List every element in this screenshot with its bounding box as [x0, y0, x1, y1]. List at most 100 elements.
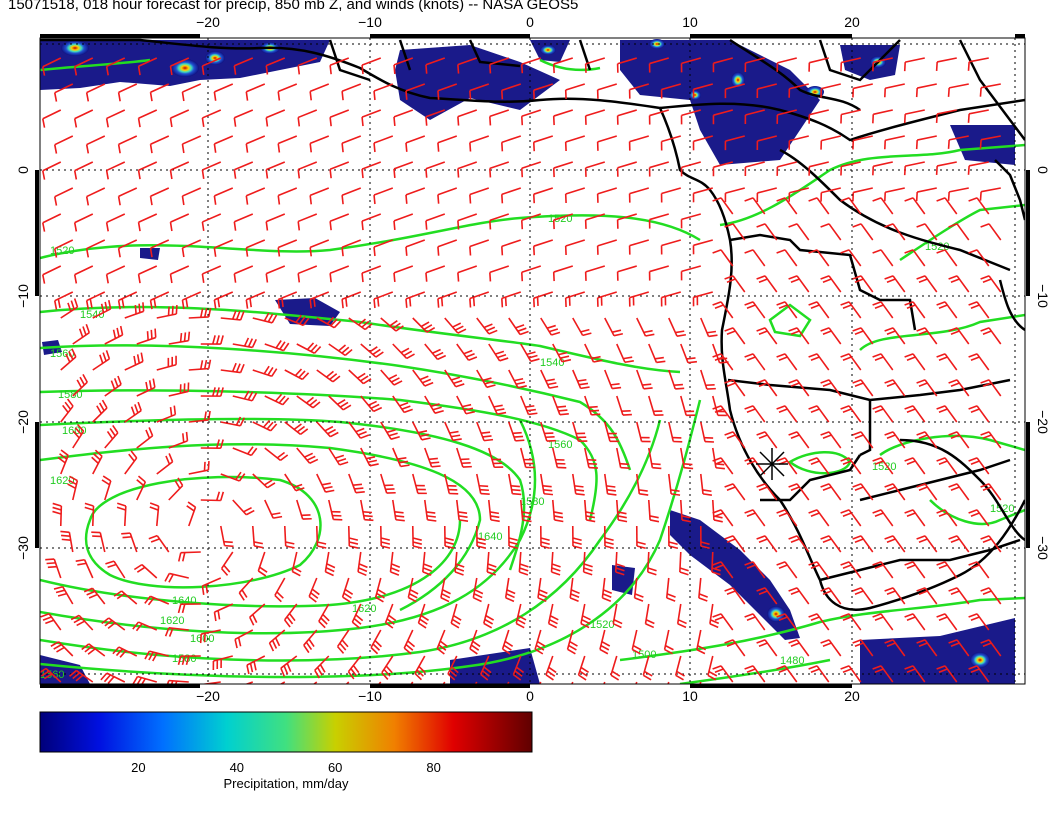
wind-barb — [454, 551, 465, 576]
wind-barb — [532, 135, 554, 152]
wind-barb — [393, 161, 414, 178]
wind-barb — [788, 223, 810, 241]
wind-barb — [724, 483, 746, 501]
wind-barb — [104, 375, 122, 397]
wind-barb — [808, 561, 830, 579]
wind-barb — [166, 679, 189, 684]
wind-barb — [884, 431, 906, 449]
lat-tick-label-left: 0 — [15, 166, 31, 174]
wind-barb — [712, 405, 734, 423]
wind-barb — [539, 525, 550, 550]
wind-barb — [476, 317, 498, 335]
wind-barb — [357, 551, 368, 577]
wind-barb — [265, 213, 286, 231]
wind-barb — [700, 369, 716, 390]
wind-barb — [425, 213, 446, 230]
wind-barb — [709, 603, 720, 629]
wind-barb — [724, 223, 746, 241]
wind-barb — [348, 473, 365, 494]
wind-barb — [251, 525, 264, 549]
wind-barb — [604, 369, 622, 390]
contour-label: 1540 — [540, 357, 564, 369]
wind-barb — [303, 629, 318, 654]
wind-barb — [392, 343, 415, 360]
wind-barb — [616, 343, 634, 364]
contour-label: 1540 — [80, 309, 104, 321]
wind-barb — [136, 427, 154, 449]
wind-barb — [852, 483, 874, 501]
wind-barb — [60, 298, 79, 319]
wind-barb — [979, 83, 1001, 97]
wind-barb — [936, 457, 958, 475]
wind-barb — [699, 525, 710, 550]
wind-barb — [552, 265, 574, 282]
wind-barb — [584, 343, 603, 363]
wind-barb — [245, 83, 266, 101]
lat-tick-label-right: −10 — [1035, 284, 1051, 308]
wind-barb — [569, 577, 580, 602]
colorbar-tick-label: 80 — [426, 760, 440, 775]
wind-barb — [808, 161, 829, 176]
wind-barb — [373, 239, 394, 257]
wind-barb — [501, 187, 522, 204]
wind-barb — [50, 641, 74, 657]
wind-barb — [948, 483, 970, 501]
wind-barb — [501, 629, 514, 655]
wind-barb — [667, 473, 681, 496]
wind-barb — [341, 135, 362, 153]
wind-barb — [348, 369, 372, 385]
wind-barb — [711, 551, 721, 576]
wind-barb — [904, 301, 926, 319]
wind-barb — [348, 421, 370, 439]
wind-barb — [679, 395, 696, 417]
wind-barb — [233, 213, 254, 231]
wind-barb — [53, 135, 74, 154]
wind-barb — [443, 473, 459, 495]
wind-barb — [105, 560, 126, 579]
wind-barb — [872, 509, 894, 527]
wind-barb — [756, 187, 777, 202]
wind-barb — [67, 475, 79, 501]
wind-barb — [680, 213, 701, 229]
wind-barb — [571, 681, 574, 684]
lon-tick-label-bottom: 0 — [526, 688, 534, 704]
wind-barb — [520, 343, 540, 363]
lon-tick-label-bottom: −10 — [358, 688, 382, 704]
wind-barb — [136, 328, 157, 345]
wind-barb — [380, 473, 396, 494]
wind-barb — [776, 249, 798, 267]
wind-barb — [667, 421, 683, 443]
contour-label: 1520 — [590, 619, 614, 631]
wind-barb — [425, 109, 446, 126]
wind-barb — [277, 239, 298, 257]
wind-barb — [820, 135, 841, 150]
wind-barb — [604, 317, 624, 337]
wind-barb — [144, 650, 169, 662]
wind-barb — [284, 421, 309, 435]
wind-barb — [137, 213, 158, 232]
wind-barb — [148, 534, 170, 553]
wind-barb — [872, 161, 893, 176]
wind-barb — [564, 239, 586, 256]
wind-barb — [808, 249, 830, 267]
wind-barb — [201, 161, 222, 179]
wind-barb — [475, 525, 486, 549]
wind-barb — [667, 681, 670, 684]
wind-barb — [668, 369, 685, 390]
wind-barb — [884, 379, 906, 397]
wind-barb — [508, 421, 525, 442]
wind-barb — [469, 83, 490, 100]
wind-barb — [284, 473, 305, 492]
wind-barb — [444, 369, 465, 388]
wind-barb — [564, 187, 586, 204]
wind-barb — [437, 239, 458, 256]
wind-barb — [40, 667, 62, 683]
wind-barb — [788, 327, 810, 345]
wind-barb — [149, 83, 170, 102]
wind-barb — [636, 317, 655, 337]
wind-barb — [457, 161, 478, 178]
wind-barb — [412, 317, 436, 333]
wind-barb — [245, 291, 266, 309]
wind-barb — [219, 525, 234, 548]
wind-barb — [168, 431, 189, 449]
